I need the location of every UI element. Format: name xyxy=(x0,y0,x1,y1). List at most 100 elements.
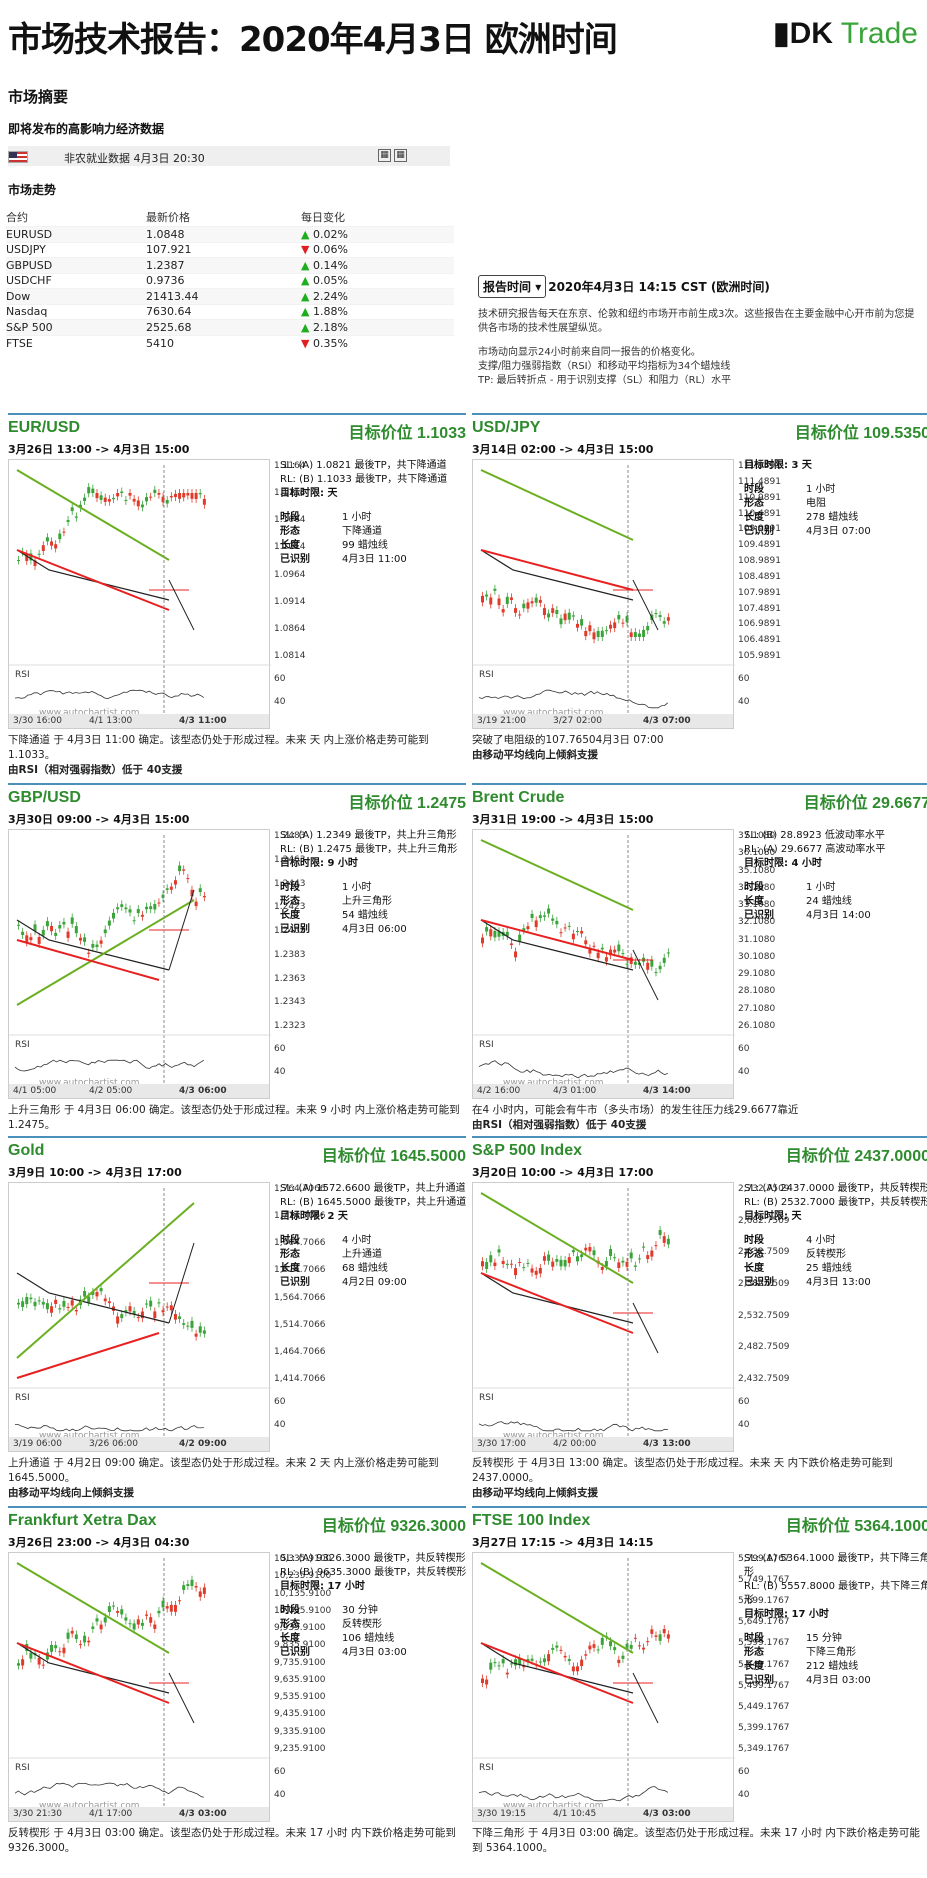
y-tick-label: 40 xyxy=(738,1420,750,1430)
y-tick-label: 40 xyxy=(738,1790,750,1800)
candle xyxy=(666,952,670,954)
candle xyxy=(613,1257,617,1259)
candle xyxy=(173,493,177,498)
candle xyxy=(571,933,575,940)
candle xyxy=(629,957,633,964)
instrument-name[interactable]: S&P 500 Index xyxy=(472,1142,582,1159)
support-level: SL: (A) 9326.3000 最後TP，共反转楔形 xyxy=(280,1553,466,1564)
chart-area[interactable]: RSI www.autochartist.com 3/30 21:30 4/1 … xyxy=(8,1552,271,1822)
candle xyxy=(186,1584,190,1586)
chart-area[interactable]: RSI www.autochartist.com 3/19 06:00 3/26… xyxy=(8,1182,271,1452)
x-tick-label: 4/3 14:00 xyxy=(643,1086,691,1096)
target-timeframe: 目标时限: 4 小时 xyxy=(744,858,822,869)
price-chart xyxy=(473,835,735,1095)
candle xyxy=(136,1317,140,1319)
col-price: 最新价格 xyxy=(146,211,190,224)
candle xyxy=(497,1665,501,1667)
y-tick-label: 1.0964 xyxy=(274,569,306,580)
calendar-icon[interactable]: ▦ xyxy=(378,149,391,162)
candle xyxy=(157,1610,161,1614)
chart-area[interactable]: RSI www.autochartist.com 4/1 05:00 4/2 0… xyxy=(8,829,271,1099)
instrument-name[interactable]: USD/JPY xyxy=(472,419,541,436)
candle xyxy=(551,1647,555,1650)
candle xyxy=(571,1250,575,1253)
chart-area[interactable]: RSI www.autochartist.com 3/30 17:00 4/2 … xyxy=(472,1182,735,1452)
rsi-line xyxy=(14,689,205,699)
y-tick-label: 60 xyxy=(274,1767,286,1777)
arrow-up-icon: ▲ xyxy=(301,274,310,288)
candle xyxy=(116,1610,120,1613)
y-tick-label: 60 xyxy=(738,1044,750,1054)
candle xyxy=(66,520,70,523)
candle xyxy=(493,930,497,938)
candle xyxy=(538,1267,542,1274)
candle xyxy=(592,1644,596,1648)
candle xyxy=(17,1663,20,1666)
candle xyxy=(33,1301,37,1307)
candle xyxy=(609,949,613,956)
candle xyxy=(505,1672,509,1675)
pattern-description: 在4 小时内，可能会有牛市（多头市场）的发生往压力线29.6677靠近 由RSI（… xyxy=(472,1103,927,1133)
candle xyxy=(600,1637,604,1645)
candle xyxy=(596,631,600,637)
candle xyxy=(29,553,33,561)
instrument-name[interactable]: FTSE 100 Index xyxy=(472,1512,591,1529)
candle xyxy=(140,914,144,917)
pattern-info: 目标时限: 3 天时段 1 小时 形态 电阻 长度 278 蜡烛线 已识别 4月3日 07:0… xyxy=(744,459,927,539)
candle xyxy=(547,1254,551,1261)
pattern-info: SL: (A) 1.2349 最後TP，共上升三角形 RL: (B) 1.2475… xyxy=(280,829,472,937)
calendar-add-icon[interactable]: ▦ xyxy=(394,149,407,162)
target-timeframe: 目标时限: 9 小时 xyxy=(280,858,358,869)
candle xyxy=(654,1635,658,1637)
pattern-support-note: 由RSI（相对强弱指数）低于 40支援 xyxy=(8,764,183,776)
target-price: 目标价位 1645.5000 xyxy=(321,1148,466,1165)
candle xyxy=(161,496,165,503)
candle xyxy=(522,928,526,931)
report-time-button[interactable]: 报告时间 ▾ xyxy=(478,275,547,298)
y-tick-label: 1.2403 xyxy=(274,926,306,936)
y-tick-label: 9,835.9100 xyxy=(274,1640,326,1651)
candle xyxy=(116,493,120,497)
chart-area[interactable]: RSI www.autochartist.com 3/19 21:00 3/27… xyxy=(472,459,735,729)
x-tick-label: 3/30 17:00 xyxy=(477,1439,527,1449)
candle xyxy=(642,629,646,637)
candle xyxy=(21,1301,25,1307)
date-range: 3月30日 09:00 -> 4月3日 15:00 xyxy=(8,813,190,826)
y-tick-label: 107.4891 xyxy=(738,603,781,614)
candle xyxy=(95,944,99,948)
candle xyxy=(617,614,621,620)
date-range: 3月31日 19:00 -> 4月3日 15:00 xyxy=(472,813,654,826)
candle xyxy=(559,618,563,625)
candle xyxy=(633,1637,637,1639)
info-length: 长度 25 蜡烛线 xyxy=(744,1263,852,1274)
candle xyxy=(198,888,202,893)
candle xyxy=(161,1600,165,1608)
chart-area[interactable]: RSI www.autochartist.com 3/30 19:15 4/1 … xyxy=(472,1552,735,1822)
candle xyxy=(485,1679,489,1685)
support-level: SL: (A) 1.0821 最後TP，共下降通道 xyxy=(280,460,447,471)
candle xyxy=(666,617,670,621)
target-timeframe: 目标时限: 17 小时 xyxy=(280,1581,365,1592)
target-price: 目标价位 9326.3000 xyxy=(321,1518,466,1535)
candle xyxy=(66,1632,70,1639)
pattern-info: SL: (A) 9326.3000 最後TP，共反转楔形 RL: (B) 9635… xyxy=(280,1552,472,1660)
candle xyxy=(78,504,82,509)
event-text: 非农就业数据 4月3日 20:30 xyxy=(64,152,205,165)
instrument-name[interactable]: Gold xyxy=(8,1142,45,1159)
instrument-name[interactable]: Frankfurt Xetra Dax xyxy=(8,1512,157,1529)
candle xyxy=(194,1333,198,1337)
y-tick-label: 1.2343 xyxy=(274,997,306,1008)
candle xyxy=(547,908,551,914)
chart-area[interactable]: RSI www.autochartist.com 4/2 16:00 4/3 0… xyxy=(472,829,735,1099)
instrument-name[interactable]: EUR/USD xyxy=(8,419,81,436)
candle xyxy=(567,1257,571,1264)
candle xyxy=(530,1658,534,1661)
support-level: SL: (A) 1.2349 最後TP，共上升三角形 xyxy=(280,830,457,841)
pattern-info: SL: (A) 2437.0000 最後TP，共反转楔形 RL: (B) 2532… xyxy=(744,1182,927,1290)
instrument-name[interactable]: Brent Crude xyxy=(472,789,565,806)
chart-area[interactable]: RSI www.autochartist.com 3/30 16:00 4/1 … xyxy=(8,459,271,729)
event-row[interactable]: 非农就业数据 4月3日 20:30 ▦ ▦ xyxy=(8,146,450,166)
instrument-name[interactable]: GBP/USD xyxy=(8,789,81,806)
candle xyxy=(588,1246,592,1252)
table-row: FTSE 5410 ▼ 0.35% xyxy=(6,334,454,351)
